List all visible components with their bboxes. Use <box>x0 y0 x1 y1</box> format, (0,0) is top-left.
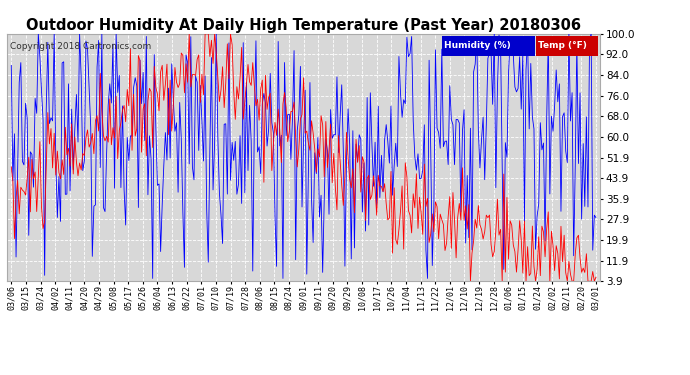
Title: Outdoor Humidity At Daily High Temperature (Past Year) 20180306: Outdoor Humidity At Daily High Temperatu… <box>26 18 581 33</box>
Text: Copyright 2018 Cartronics.com: Copyright 2018 Cartronics.com <box>10 42 152 51</box>
Text: Temp (°F): Temp (°F) <box>538 42 587 51</box>
Text: Humidity (%): Humidity (%) <box>444 42 511 51</box>
